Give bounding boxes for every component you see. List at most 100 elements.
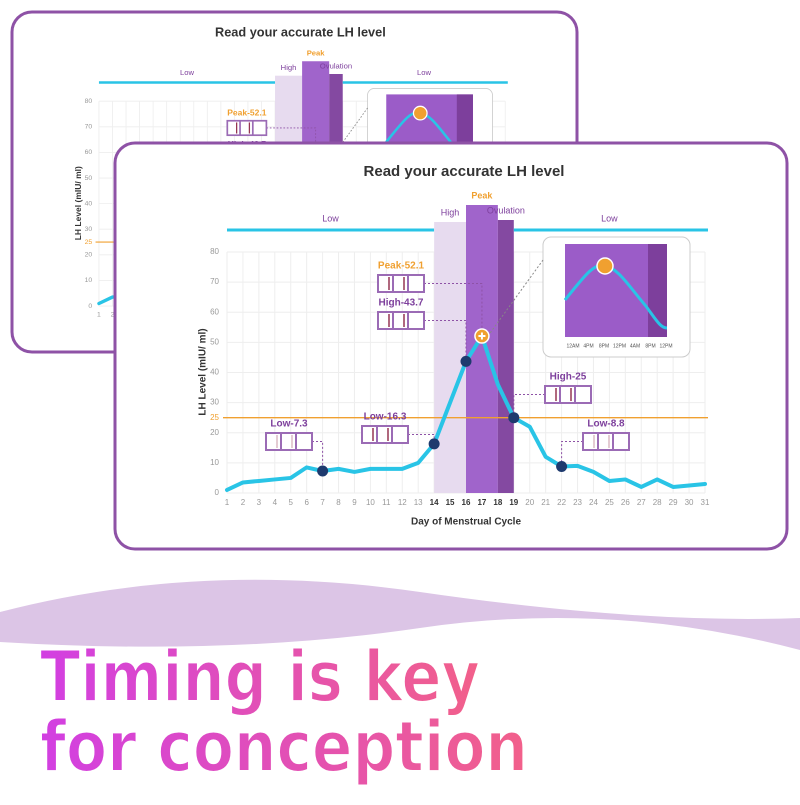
y-tick-label: 60	[85, 149, 93, 156]
annotation-label: Peak-52.1	[378, 261, 425, 272]
y-tick-label: 0	[215, 488, 220, 497]
reference-label: 25	[85, 239, 93, 246]
x-tick-label: 10	[366, 498, 375, 507]
annotation-connector	[561, 441, 583, 467]
data-dot	[428, 438, 440, 450]
x-tick-label: 18	[493, 498, 502, 507]
x-tick-label: 30	[685, 498, 694, 507]
x-tick-label: 24	[589, 498, 598, 507]
phase-label: High	[281, 63, 297, 72]
y-tick-label: 70	[210, 277, 219, 286]
y-tick-label: 50	[210, 337, 219, 346]
y-axis-label: LH Level (mIU/ ml)	[198, 328, 209, 415]
y-tick-label: 30	[210, 398, 219, 407]
phase-label: Peak	[307, 49, 326, 58]
x-tick-label: 28	[653, 498, 662, 507]
phase-label: Ovulation	[320, 61, 352, 70]
x-tick-label: 13	[414, 498, 423, 507]
test-strip	[377, 274, 425, 293]
data-dot	[508, 412, 520, 424]
annotation-connector	[424, 283, 483, 337]
annotation-label: Low-16.3	[364, 412, 407, 423]
y-tick-label: 70	[85, 124, 93, 131]
inset-label: 4PM	[583, 343, 593, 349]
x-tick-label: 26	[621, 498, 630, 507]
y-tick-label: 30	[85, 226, 93, 233]
data-dot	[556, 460, 568, 472]
data-dot	[460, 355, 472, 367]
x-tick-label: 2	[111, 311, 115, 318]
inset-label: 4AM	[630, 343, 640, 349]
phase-label: Low	[322, 213, 339, 223]
x-tick-label: 16	[462, 498, 471, 507]
test-strip	[582, 432, 630, 451]
inset-peak	[412, 105, 428, 121]
annotation-label: High-25	[550, 372, 587, 383]
reference-label: 25	[210, 413, 219, 422]
wave	[0, 579, 800, 650]
inset-label: 12AM	[566, 343, 579, 349]
annotation-label: High-43.7	[378, 298, 423, 309]
test-strip	[226, 119, 268, 137]
x-tick-label: 1	[97, 311, 101, 318]
x-tick-label: 7	[320, 498, 325, 507]
y-tick-label: 60	[210, 307, 219, 316]
x-tick-label: 9	[352, 498, 357, 507]
test-strip	[377, 311, 425, 330]
x-tick-label: 23	[573, 498, 582, 507]
chart-title: Read your accurate LH level	[364, 163, 565, 180]
phase-band	[434, 222, 466, 493]
y-axis-label: LH Level (mIU/ ml)	[73, 166, 83, 240]
test-strip	[544, 385, 592, 404]
peak-plus	[478, 332, 486, 340]
inset-label: 8PM	[599, 343, 609, 349]
phase-label: Low	[417, 68, 431, 77]
test-strip	[361, 425, 409, 444]
x-tick-label: 1	[225, 498, 230, 507]
annotation-label: Low-8.8	[587, 419, 625, 430]
annotation-label: Low-7.3	[270, 419, 308, 430]
y-tick-label: 40	[210, 368, 219, 377]
x-tick-label: 8	[336, 498, 341, 507]
data-dot	[317, 465, 329, 477]
x-axis-label: Day of Menstrual Cycle	[411, 517, 521, 528]
inset-label: 12PM	[613, 343, 626, 349]
phase-label: Low	[180, 68, 194, 77]
phase-label: Low	[601, 213, 618, 223]
y-tick-label: 80	[85, 98, 93, 105]
y-tick-label: 40	[85, 200, 93, 207]
x-tick-label: 2	[241, 498, 246, 507]
x-tick-label: 3	[257, 498, 262, 507]
y-tick-label: 80	[210, 247, 219, 256]
chart-title: Read your accurate LH level	[215, 25, 386, 40]
phase-band	[466, 205, 498, 493]
x-tick-label: 6	[304, 498, 309, 507]
phase-label: High	[441, 207, 460, 217]
front-chart: Read your accurate LH level LH Level (mIU…	[198, 163, 710, 528]
y-tick-label: 0	[88, 303, 92, 310]
phase-label: Ovulation	[487, 205, 525, 215]
y-tick-label: 20	[85, 252, 93, 259]
x-tick-label: 22	[557, 498, 566, 507]
x-tick-label: 29	[669, 498, 678, 507]
phase-label: Peak	[471, 190, 493, 200]
inset-label: 8PM	[645, 343, 655, 349]
y-tick-label: 20	[210, 428, 219, 437]
phase-band	[497, 220, 514, 493]
x-tick-label: 15	[446, 498, 455, 507]
x-tick-label: 14	[430, 498, 439, 507]
inset-peak	[596, 257, 614, 275]
x-tick-label: 31	[701, 498, 710, 507]
x-tick-label: 21	[541, 498, 550, 507]
headline-line: Timing is key	[40, 636, 480, 718]
test-strip	[265, 432, 313, 451]
x-tick-label: 17	[477, 498, 486, 507]
x-tick-label: 5	[289, 498, 294, 507]
x-tick-label: 25	[605, 498, 614, 507]
x-tick-label: 12	[398, 498, 407, 507]
x-tick-label: 11	[382, 498, 391, 507]
annotation-connector	[424, 320, 467, 362]
x-tick-label: 27	[637, 498, 646, 507]
inset-label: 12PM	[659, 343, 672, 349]
inset-curve	[563, 263, 668, 330]
